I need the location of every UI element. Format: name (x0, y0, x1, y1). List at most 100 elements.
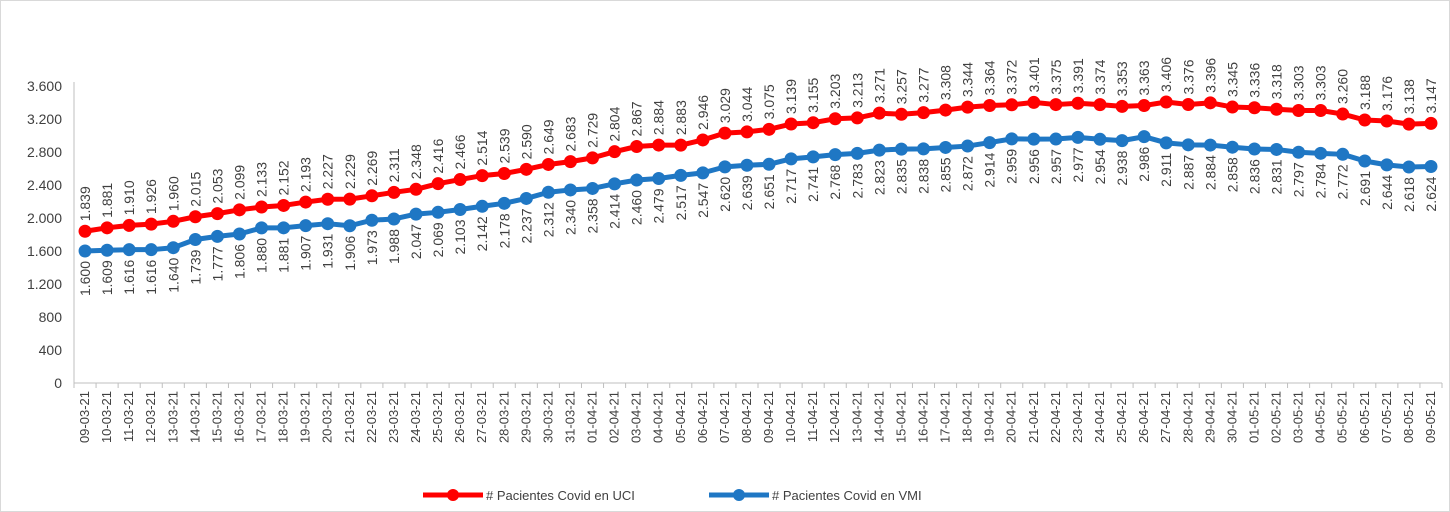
x-tick-label: 24-04-21 (1092, 391, 1107, 443)
x-tick-label: 01-05-21 (1246, 391, 1261, 443)
data-label-vmi: 1.777 (209, 246, 225, 281)
data-label-uci: 3.401 (1026, 57, 1042, 92)
data-label-uci: 2.152 (276, 160, 292, 195)
data-label-vmi: 2.069 (430, 222, 446, 257)
data-point (321, 192, 335, 206)
data-label-vmi: 2.414 (607, 194, 623, 229)
data-label-vmi: 2.977 (1070, 147, 1086, 182)
data-point (563, 155, 577, 169)
data-point (1358, 113, 1372, 127)
data-point (188, 233, 202, 247)
data-point (608, 177, 622, 191)
x-tick-label: 07-04-21 (717, 391, 732, 443)
data-label-uci: 2.099 (231, 165, 247, 200)
data-label-uci: 3.188 (1357, 75, 1373, 110)
data-point (872, 106, 886, 120)
data-label-vmi: 2.823 (871, 160, 887, 195)
data-point (100, 221, 114, 235)
data-point (828, 112, 842, 126)
y-tick-label: 0 (54, 375, 62, 391)
x-tick-label: 19-03-21 (298, 391, 313, 443)
data-point (1093, 98, 1107, 112)
data-point (1005, 132, 1019, 146)
x-tick-label: 08-05-21 (1401, 391, 1416, 443)
x-tick-label: 12-03-21 (143, 391, 158, 443)
data-label-vmi: 2.460 (629, 190, 645, 225)
data-point (255, 200, 269, 214)
y-tick-label: 400 (39, 342, 63, 358)
data-point (409, 182, 423, 196)
x-tick-label: 25-03-21 (430, 391, 445, 443)
x-tick-label: 16-03-21 (231, 391, 246, 443)
data-label-vmi: 1.600 (77, 261, 93, 296)
series-layer (78, 95, 1438, 258)
data-label-uci: 3.336 (1246, 63, 1262, 98)
data-point (1159, 95, 1173, 109)
data-label-uci: 2.133 (254, 162, 270, 197)
legend-marker-2 (733, 489, 745, 501)
data-point (961, 100, 975, 114)
data-label-uci: 2.348 (408, 144, 424, 179)
y-tick-label: 1.600 (27, 243, 62, 259)
data-point (1247, 101, 1261, 115)
data-label-uci: 3.213 (849, 73, 865, 108)
data-label-uci: 2.683 (562, 116, 578, 151)
data-label-uci: 2.946 (695, 95, 711, 130)
data-label-vmi: 2.884 (1202, 155, 1218, 190)
x-tick-label: 18-03-21 (276, 391, 291, 443)
data-point (1314, 146, 1328, 160)
data-point (343, 219, 357, 233)
data-point (674, 168, 688, 182)
data-label-uci: 2.804 (607, 106, 623, 141)
x-tick-label: 29-03-21 (518, 391, 533, 443)
data-label-vmi: 1.609 (99, 260, 115, 295)
data-label-uci: 3.374 (1092, 59, 1108, 94)
x-tick-label: 20-04-21 (1004, 391, 1019, 443)
data-point (277, 221, 291, 235)
data-label-vmi: 1.931 (320, 233, 336, 268)
x-tick-label: 24-03-21 (408, 391, 423, 443)
data-point (630, 173, 644, 187)
data-point (1314, 104, 1328, 118)
data-label-uci: 2.015 (187, 172, 203, 207)
data-label-vmi: 2.047 (408, 224, 424, 259)
data-label-vmi: 2.340 (562, 200, 578, 235)
x-tick-label: 26-03-21 (452, 391, 467, 443)
data-point (1380, 114, 1394, 128)
data-label-uci: 1.910 (121, 180, 137, 215)
data-label-vmi: 2.986 (1136, 146, 1152, 181)
data-label-uci: 2.883 (673, 100, 689, 135)
data-point (1049, 98, 1063, 112)
data-point (497, 167, 511, 181)
data-point (188, 210, 202, 224)
data-point (299, 219, 313, 233)
data-point (1270, 142, 1284, 156)
data-point (894, 107, 908, 121)
data-point (475, 199, 489, 213)
data-label-uci: 2.193 (298, 157, 314, 192)
data-point (431, 205, 445, 219)
y-tick-label: 1.200 (27, 276, 62, 292)
data-label-vmi: 2.358 (585, 198, 601, 233)
data-label-vmi: 2.954 (1092, 149, 1108, 184)
x-tick-label: 11-03-21 (121, 391, 136, 442)
data-point (1203, 138, 1217, 152)
data-label-vmi: 2.651 (761, 174, 777, 209)
data-point (409, 207, 423, 221)
data-label-uci: 3.396 (1202, 58, 1218, 93)
x-tick-label: 01-04-21 (585, 391, 600, 443)
data-label-vmi: 2.768 (827, 164, 843, 199)
data-label-uci: 3.372 (1004, 60, 1020, 95)
data-point (850, 111, 864, 125)
x-tick-label: 14-03-21 (187, 391, 202, 443)
data-label-vmi: 2.479 (651, 188, 667, 223)
data-point (1270, 102, 1284, 116)
data-label-vmi: 1.616 (143, 259, 159, 294)
data-point (652, 138, 666, 152)
data-point (1137, 130, 1151, 144)
data-point (894, 142, 908, 156)
legend-marker-1 (447, 489, 459, 501)
data-point (1402, 117, 1416, 131)
data-point (122, 218, 136, 232)
data-point (696, 133, 710, 147)
